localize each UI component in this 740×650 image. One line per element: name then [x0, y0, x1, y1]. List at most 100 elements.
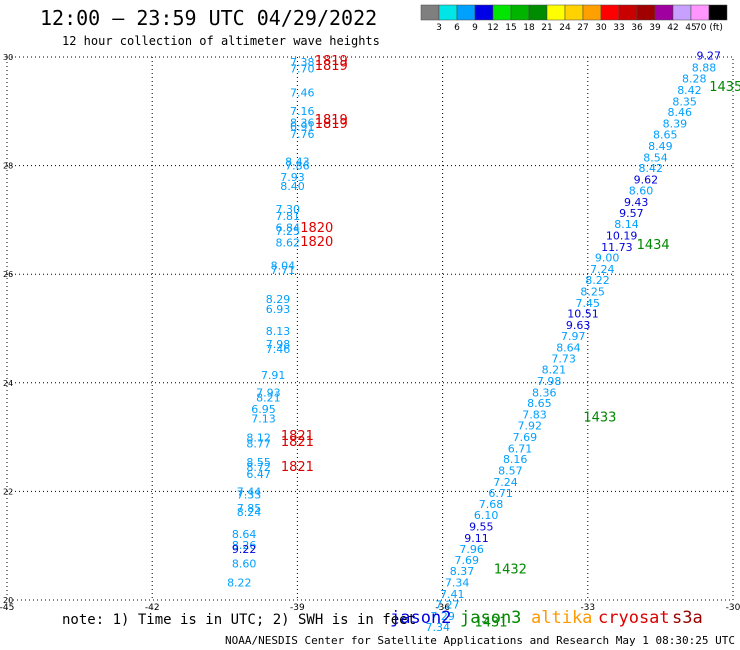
pass-number-label: 1821	[281, 429, 314, 444]
wave-height-label: 8.60	[629, 184, 654, 197]
satellite-legend-jason3: jason3	[460, 608, 522, 628]
wave-height-label: 7.38	[290, 56, 315, 69]
y-tick-label: 20	[3, 596, 13, 605]
color-scale-swatch	[618, 4, 638, 21]
wave-height-label: 8.28	[682, 73, 707, 86]
wave-height-label: 9.63	[566, 319, 591, 332]
wave-height-label: 7.68	[479, 498, 504, 511]
wave-height-label: 7.98	[266, 338, 291, 351]
wave-height-label: 8.42	[638, 162, 663, 175]
color-scale-swatch	[600, 4, 620, 21]
pass-number-label: 1433	[583, 410, 616, 425]
wave-height-label: 8.64	[556, 341, 581, 354]
wave-height-label: 8.72	[246, 461, 271, 474]
x-tick-label: -36	[435, 603, 450, 613]
color-scale-swatch	[438, 4, 458, 21]
satellite-legend-cryosat: cryosat	[598, 608, 670, 628]
x-tick-label: -39	[290, 603, 305, 613]
x-tick-label: -45	[0, 603, 14, 613]
color-scale-swatch	[582, 4, 602, 21]
wave-height-label: 7.34	[445, 576, 470, 589]
y-tick-label: 22	[3, 487, 13, 496]
x-tick-label: -42	[145, 603, 160, 613]
color-scale-label: 15	[505, 23, 516, 33]
wave-height-label: 7.33	[237, 488, 262, 501]
wave-height-label: 7.69	[513, 431, 538, 444]
wave-height-label: 7.98	[537, 375, 562, 388]
wave-height-label: 7.46	[290, 87, 315, 100]
wave-height-label: 7.85	[237, 502, 262, 515]
pass-number-label: 1431	[474, 616, 507, 631]
wave-height-label: 7.30	[275, 203, 300, 216]
wave-height-label: 10.51	[567, 308, 599, 321]
wave-height-label: 7.70	[290, 63, 315, 76]
wave-height-label: 7.97	[561, 330, 586, 343]
color-scale-swatch	[528, 4, 548, 21]
wave-height-label: 8.26	[232, 539, 257, 552]
wave-height-label: 6.93	[266, 303, 291, 316]
wave-height-label: 8.60	[232, 557, 257, 570]
satellite-legend-s3a: s3a	[672, 608, 703, 628]
wave-height-label: 8.36	[290, 117, 315, 130]
color-scale-swatch	[636, 4, 656, 21]
color-scale-label: 30	[595, 23, 607, 33]
color-scale-swatch	[456, 4, 476, 21]
wave-height-label: 8.16	[503, 453, 528, 466]
wave-height-label: 8.21	[542, 364, 567, 377]
color-scale-label: 39	[649, 23, 661, 33]
wave-height-label: 8.21	[256, 391, 281, 404]
pass-number-label: 1819	[315, 113, 348, 128]
wave-height-label: 7.16	[290, 105, 315, 118]
wave-height-label: 8.14	[614, 218, 639, 231]
color-scale-label: 27	[577, 23, 588, 33]
wave-height-label: 7.86	[285, 159, 310, 172]
color-scale-swatch	[690, 4, 710, 21]
wave-height-label: 7.96	[459, 543, 484, 556]
wave-height-label: 6.47	[246, 468, 271, 481]
chart-marks: 7.387.707.467.168.366.917.768.437.867.93…	[227, 50, 740, 634]
wave-height-label: 7.27	[435, 599, 460, 612]
wave-height-label: 7.34	[426, 621, 451, 634]
wave-height-label: 6.10	[474, 509, 499, 522]
pass-number-label: 1435	[709, 80, 740, 95]
wave-height-label: 9.27	[697, 50, 722, 63]
pass-number-label: 1820	[300, 221, 333, 236]
wave-height-label: 8.04	[271, 259, 296, 272]
wave-height-label: 8.88	[692, 62, 717, 75]
wave-height-label: 8.24	[237, 506, 262, 519]
wave-height-label: 8.55	[246, 456, 271, 469]
wave-height-label: 7.24	[493, 476, 518, 489]
wave-height-label: 7.76	[290, 128, 315, 141]
y-tick-label: 24	[3, 379, 13, 388]
wave-height-label: 9.00	[595, 252, 620, 265]
wave-height-label: 6.95	[251, 403, 276, 416]
wave-height-label: 8.36	[532, 386, 557, 399]
pass-number-label: 1821	[281, 460, 314, 475]
color-scale-swatch	[420, 4, 440, 21]
footer-note: note: 1) Time is in UTC; 2) SWH is in fe…	[62, 612, 417, 628]
wave-height-label: 7.93	[256, 386, 281, 399]
wave-height-label: 9.22	[232, 543, 257, 556]
wave-height-label: 7.91	[261, 369, 286, 382]
chart-axes: -45 -42 -39 -36 -33 -30 20 22 24 26 28 30	[0, 53, 740, 613]
wave-height-label: 6.84	[275, 221, 300, 234]
wave-height-label: 8.25	[580, 285, 605, 298]
color-scale-label: 45	[685, 23, 696, 33]
wave-height-label: 7.93	[280, 171, 305, 184]
x-tick-label: -30	[726, 603, 740, 613]
wave-height-label: 8.35	[672, 95, 697, 108]
wave-height-label: 7.29	[430, 610, 455, 623]
wave-height-label: 7.81	[275, 210, 300, 223]
pass-number-label: 1819	[315, 117, 348, 132]
wave-height-label: 8.57	[498, 465, 523, 478]
wave-height-label: 7.46	[266, 343, 291, 356]
wave-height-label: 8.12	[246, 431, 271, 444]
pass-number-label: 1432	[494, 562, 527, 577]
wave-height-label: 8.64	[232, 528, 257, 541]
plot-frame	[6, 56, 734, 601]
color-scale-label: 18	[523, 23, 535, 33]
wave-height-label: 8.65	[653, 128, 678, 141]
chart-grid	[7, 57, 733, 600]
